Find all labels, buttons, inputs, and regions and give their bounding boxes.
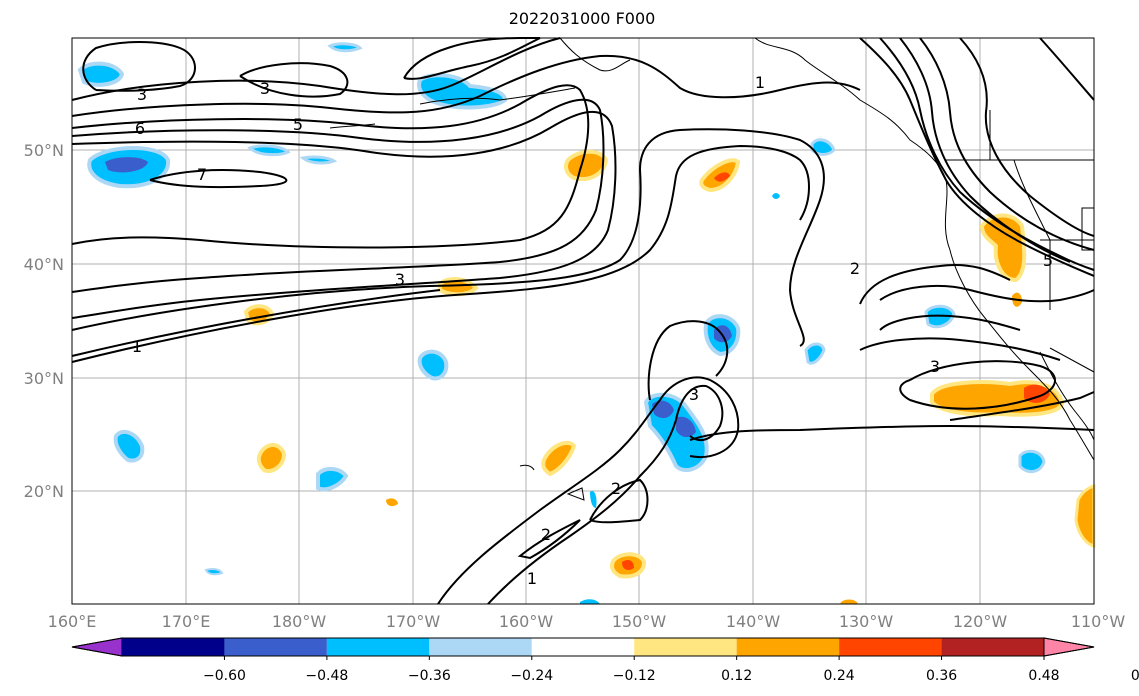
positive-anomaly-area xyxy=(714,172,730,182)
negative-anomaly-area xyxy=(804,342,826,365)
contour-label: 2 xyxy=(850,259,860,278)
colorbar-segment xyxy=(224,638,327,656)
colorbar-tick-label: 0.12 xyxy=(721,668,752,684)
negative-anomaly-area xyxy=(327,42,363,53)
negative-anomaly-area xyxy=(204,568,224,576)
colorbar-segment xyxy=(531,638,635,656)
negative-anomaly-area xyxy=(676,416,696,438)
contour-lines xyxy=(71,37,1095,605)
lon-tick: 130°W xyxy=(839,612,894,631)
colorbar-tick-label: 0.48 xyxy=(1028,668,1059,684)
lon-tick: 150°W xyxy=(612,612,667,631)
colorbar-extend-high xyxy=(1043,637,1095,657)
colorbar-outline xyxy=(71,637,1095,657)
colorbar-extend-low xyxy=(71,637,123,657)
contour-label: 3 xyxy=(395,270,405,289)
colorbar-tick-label: −0.48 xyxy=(305,668,348,684)
colorbar-tick-label: −0.12 xyxy=(613,668,656,684)
colorbar: −0.60 −0.48 −0.36 −0.24 −0.12 0.12 0.24 0.36 0.4… xyxy=(71,637,1139,684)
positive-anomaly-area xyxy=(840,599,858,604)
lat-tick: 30°N xyxy=(24,369,64,388)
positive-anomaly-area xyxy=(438,277,479,297)
coastlines xyxy=(329,37,1095,501)
colorbar-segment xyxy=(941,638,1044,656)
lat-tick: 20°N xyxy=(24,482,64,501)
contour-label: 1 xyxy=(755,73,765,92)
positive-anomaly-area xyxy=(256,443,287,473)
negative-anomaly-area xyxy=(113,429,145,463)
negative-anomaly-area xyxy=(247,144,291,157)
contour-label: 5 xyxy=(293,115,303,134)
lon-tick: 160°E xyxy=(48,612,97,631)
colorbar-tick-label: −0.60 xyxy=(203,668,246,684)
negative-anomaly-area xyxy=(1018,449,1046,473)
negative-anomaly-area xyxy=(316,467,349,492)
negative-anomaly-area xyxy=(299,155,338,165)
positive-anomaly-area xyxy=(622,560,634,570)
contour-label: 7 xyxy=(197,165,207,184)
contour-label: 2 xyxy=(541,525,551,544)
colorbar-segment xyxy=(634,638,737,656)
colorbar-segment xyxy=(736,638,840,656)
contour-label: 1 xyxy=(132,337,142,356)
lon-tick: 110°W xyxy=(1071,612,1126,631)
lon-tick: 170°E xyxy=(162,612,211,631)
lon-tick: 120°W xyxy=(953,612,1008,631)
anomaly-shading xyxy=(77,42,1096,604)
longitude-tick-labels: 160°E 170°E 180°W 170°W 160°W 150°W 140°… xyxy=(48,612,1126,631)
lat-tick: 50°N xyxy=(24,141,64,160)
contour-label: 3 xyxy=(930,357,940,376)
negative-anomaly-area xyxy=(77,61,125,87)
contour-label: 5 xyxy=(1043,251,1053,270)
contour-label: 3 xyxy=(137,85,147,104)
positive-anomaly-area xyxy=(1074,484,1096,548)
positive-anomaly-area xyxy=(541,440,577,477)
negative-anomaly-area xyxy=(105,157,148,173)
positive-anomaly-area xyxy=(386,498,398,507)
positive-anomaly-area xyxy=(564,149,609,181)
colorbar-segment xyxy=(122,638,225,656)
colorbar-segment xyxy=(429,638,532,656)
lon-tick: 170°W xyxy=(386,612,441,631)
colorbar-tick-label: 0.24 xyxy=(824,668,855,684)
contour-label: 3 xyxy=(260,79,270,98)
contour-label: 3 xyxy=(689,385,699,404)
colorbar-tick-label: −0.24 xyxy=(510,668,553,684)
lon-tick: 160°W xyxy=(499,612,554,631)
negative-anomaly-area xyxy=(590,490,597,508)
contour-label: 1 xyxy=(527,569,537,588)
colorbar-tick-label: 0.36 xyxy=(926,668,957,684)
contour-labels: 3 3 6 5 7 1 3 1 2 5 3 3 2 2 1 xyxy=(132,73,1053,588)
colorbar-tick-label: −0.36 xyxy=(408,668,451,684)
map-title: 2022031000 F000 xyxy=(508,9,656,28)
colorbar-tick-label: 0.60 xyxy=(1131,668,1139,684)
latitude-tick-labels: 50°N 40°N 30°N 20°N xyxy=(24,141,64,501)
lon-tick: 180°W xyxy=(272,612,327,631)
negative-anomaly-area xyxy=(417,349,449,381)
contour-label: 2 xyxy=(611,479,621,498)
lat-tick: 40°N xyxy=(24,255,64,274)
contour-label: 6 xyxy=(135,119,145,138)
map-frame xyxy=(71,37,1095,605)
negative-anomaly-area xyxy=(580,599,600,604)
map-gridlines xyxy=(72,38,1094,604)
colorbar-segment xyxy=(326,638,430,656)
negative-anomaly-area xyxy=(652,400,674,419)
lon-tick: 140°W xyxy=(726,612,781,631)
negative-anomaly-area xyxy=(772,193,780,199)
colorbar-segment xyxy=(839,638,942,656)
negative-anomaly-area xyxy=(417,73,508,110)
